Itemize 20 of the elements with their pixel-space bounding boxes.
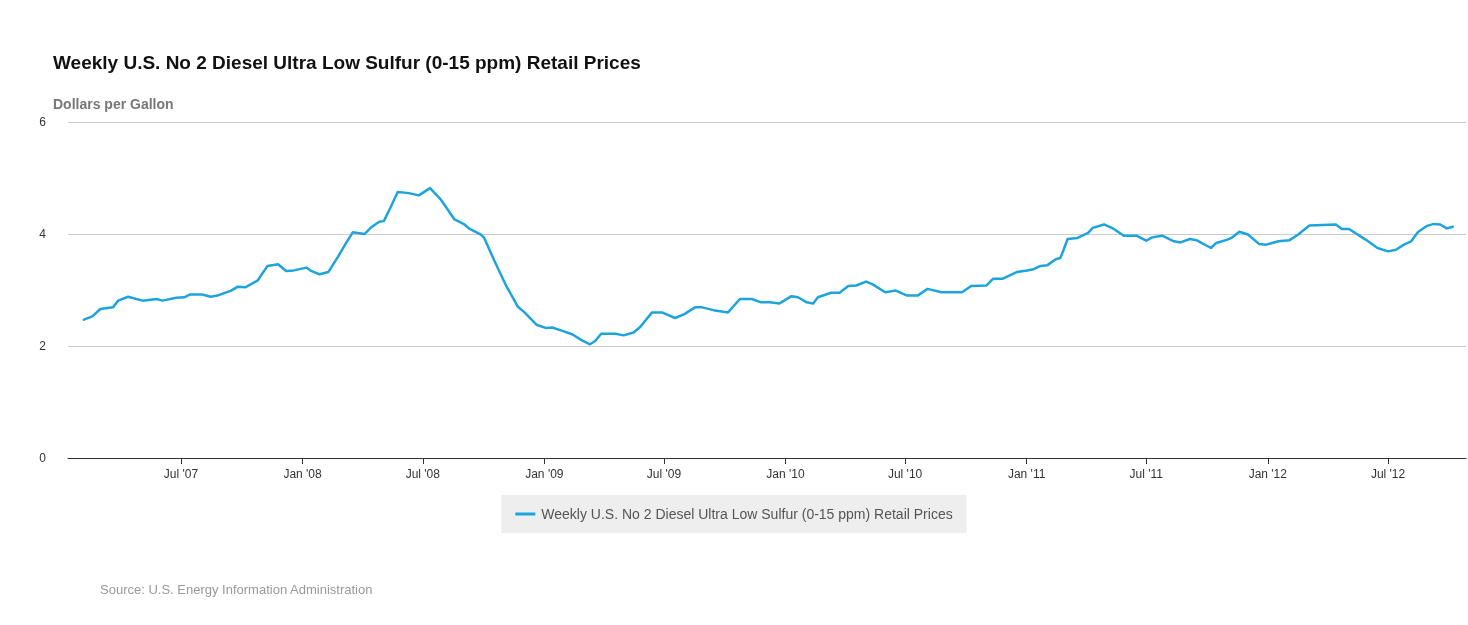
x-tick-label: Jul '07 [163,467,199,481]
x-tick-label: Jan '11 [1007,467,1046,481]
y-tick-label: 2 [39,339,47,353]
x-tick-label: Jul '10 [887,467,923,481]
y-axis-title: Dollars per Gallon [53,96,174,112]
chart-title: Weekly U.S. No 2 Diesel Ultra Low Sulfur (0-15 ppm) Retail Prices [53,52,641,73]
x-tick-label: Jan '08 [283,467,323,481]
line-series [82,186,1455,346]
source-note: Source: U.S. Energy Information Administration [100,582,373,597]
x-tick-label: Jan '09 [525,467,564,481]
x-tick-label: Jan '12 [1248,467,1288,481]
legend-label: Weekly U.S. No 2 Diesel Ultra Low Sulfur (0-15 ppm) Retail Prices [541,506,953,522]
y-tick-label: 6 [39,115,47,129]
x-tick-label: Jul '08 [405,467,441,481]
x-tick-label: Jul '09 [646,467,682,481]
y-tick-label: 0 [39,451,47,465]
x-tick-label: Jan '10 [766,467,805,481]
x-tick-label: Jul '11 [1129,467,1164,481]
x-tick-label: Jul '12 [1370,467,1406,481]
y-tick-label: 4 [39,227,47,241]
